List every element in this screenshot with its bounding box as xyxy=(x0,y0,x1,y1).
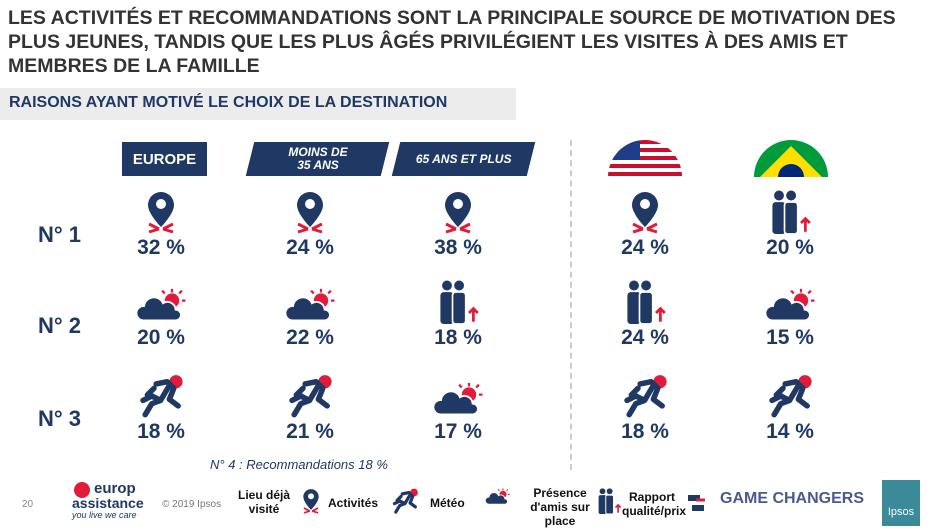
legend-weather-icon xyxy=(484,488,510,511)
percentage-value: 20 % xyxy=(137,326,185,349)
europ-assistance-logo: europ assistance you live we care xyxy=(72,480,144,520)
cell-col0-rank1: 32 % xyxy=(101,186,221,260)
percentage-value: 17 % xyxy=(434,420,482,443)
brand-line2: assistance xyxy=(72,495,144,511)
percentage-value: 24 % xyxy=(621,236,669,259)
weather-icon xyxy=(730,276,850,324)
cell-col3-rank2: 24 % xyxy=(585,276,705,350)
page-number: 20 xyxy=(22,499,34,510)
cell-col3-rank1: 24 % xyxy=(585,186,705,260)
cell-col0-rank2: 20 % xyxy=(101,276,221,350)
legend-visited: Lieu déjà visité xyxy=(237,488,290,516)
subtitle-band: RAISONS AYANT MOTIVÉ LE CHOIX DE LA DEST… xyxy=(0,88,516,120)
percentage-value: 18 % xyxy=(434,326,482,349)
game-changers: GAME CHANGERS xyxy=(720,490,865,507)
cell-col0-rank3: 18 % xyxy=(101,370,221,444)
percentage-value: 14 % xyxy=(766,420,814,443)
runner-icon xyxy=(250,370,370,418)
header-65-plus: 65 ANS ET PLUS xyxy=(391,142,536,176)
people-icon xyxy=(730,186,850,234)
handshake-icon xyxy=(686,492,706,514)
usa-flag-icon xyxy=(606,140,684,177)
percentage-value: 15 % xyxy=(766,326,814,349)
divider xyxy=(570,140,572,470)
percentage-value: 38 % xyxy=(434,236,482,259)
legend-weather: Météo xyxy=(430,496,465,510)
people-icon xyxy=(398,276,518,324)
percentage-value: 22 % xyxy=(286,326,334,349)
cell-col2-rank1: 38 % xyxy=(398,186,518,260)
cell-col2-rank2: 18 % xyxy=(398,276,518,350)
runner-icon xyxy=(101,370,221,418)
weather-icon xyxy=(101,276,221,324)
legend-activities: Activités xyxy=(328,496,379,510)
runner-icon xyxy=(585,370,705,418)
percentage-value: 18 % xyxy=(137,420,185,443)
cell-col1-rank1: 24 % xyxy=(250,186,370,260)
cell-col3-rank3: 18 % xyxy=(585,370,705,444)
brand-tagline: you live we care xyxy=(72,510,137,520)
location-pin-icon xyxy=(250,186,370,234)
cell-col2-rank3: 17 % xyxy=(398,370,518,444)
rank-3-label: N° 3 xyxy=(38,406,82,431)
percentage-value: 20 % xyxy=(766,236,814,259)
legend-pin-icon xyxy=(298,488,324,519)
legend-runner-icon xyxy=(388,488,422,519)
location-pin-icon xyxy=(101,186,221,234)
rank-2-label: N° 2 xyxy=(38,313,82,338)
subtitle: RAISONS AYANT MOTIVÉ LE CHOIX DE LA DEST… xyxy=(9,94,448,111)
cell-col4-rank3: 14 % xyxy=(730,370,850,444)
percentage-value: 24 % xyxy=(621,326,669,349)
legend-people-icon xyxy=(596,488,622,519)
copyright: © 2019 Ipsos xyxy=(162,499,222,510)
weather-icon xyxy=(250,276,370,324)
percentage-value: 32 % xyxy=(137,236,185,259)
people-icon xyxy=(585,276,705,324)
cell-col4-rank1: 20 % xyxy=(730,186,850,260)
ipsos-logo: Ipsos xyxy=(882,480,920,526)
brand-line1: europ xyxy=(94,480,136,497)
runner-icon xyxy=(730,370,850,418)
header-65-plus-label: 65 ANS ET PLUS xyxy=(415,151,512,166)
percentage-value: 24 % xyxy=(286,236,334,259)
cell-col4-rank2: 15 % xyxy=(730,276,850,350)
cell-col1-rank3: 21 % xyxy=(250,370,370,444)
brazil-flag-icon xyxy=(752,140,830,177)
percentage-value: 18 % xyxy=(621,420,669,443)
cell-col1-rank2: 22 % xyxy=(250,276,370,350)
footer: 20 europ assistance you live we care © 2… xyxy=(0,480,945,532)
rank-4-note: N° 4 : Recommandations 18 % xyxy=(210,457,388,472)
header-under-35-label: MOINS DE 35 ANS xyxy=(287,145,348,172)
location-pin-icon xyxy=(585,186,705,234)
header-under-35: MOINS DE 35 ANS xyxy=(245,142,390,176)
slide-title: LES ACTIVITÉS ET RECOMMANDATIONS SONT LA… xyxy=(8,7,896,77)
legend-value: Rapport qualité/prix xyxy=(622,490,687,518)
legend-friends: Présence d'amis sur place xyxy=(530,486,590,528)
header-europe: EUROPE xyxy=(122,142,207,176)
percentage-value: 21 % xyxy=(286,420,334,443)
rank-1-label: N° 1 xyxy=(38,222,82,247)
weather-icon xyxy=(398,370,518,418)
location-pin-icon xyxy=(398,186,518,234)
